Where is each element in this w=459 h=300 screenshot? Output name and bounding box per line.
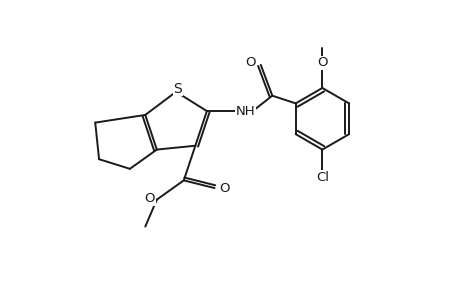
Text: O: O [219, 182, 229, 195]
Text: S: S [173, 82, 182, 96]
Text: O: O [245, 56, 256, 70]
Text: Cl: Cl [315, 171, 328, 184]
Text: O: O [144, 192, 155, 206]
Text: O: O [316, 56, 327, 70]
Text: NH: NH [235, 105, 255, 118]
